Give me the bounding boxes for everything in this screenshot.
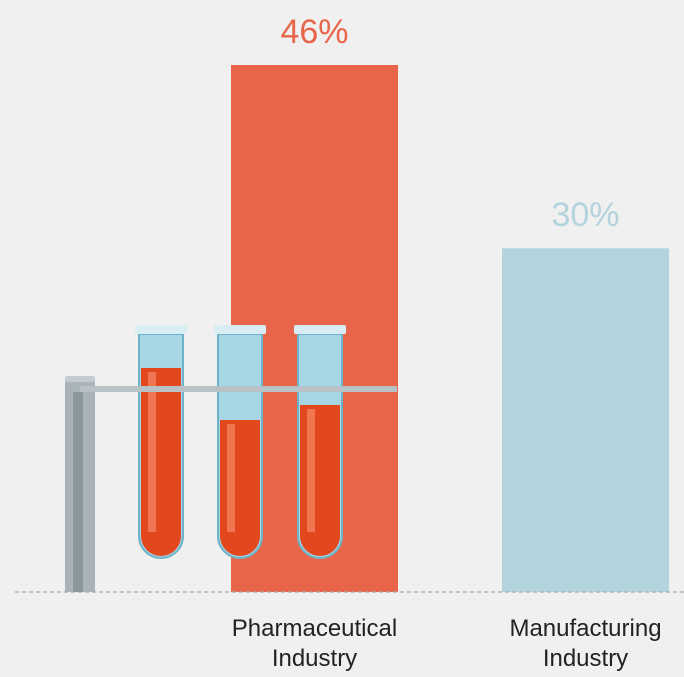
bar — [502, 248, 669, 592]
tube — [135, 325, 187, 559]
value-label: 30% — [551, 196, 620, 235]
rack-post-cap — [65, 376, 95, 382]
category-label: Pharmaceutical Industry — [231, 615, 398, 672]
category-label: Manufacturing Industry — [509, 615, 662, 672]
value-label: 46% — [280, 13, 349, 51]
tube — [214, 325, 266, 559]
rack-bar — [80, 386, 397, 392]
tube — [294, 325, 346, 559]
test-tube-rack — [65, 325, 397, 592]
rack-post-shade — [73, 392, 83, 592]
